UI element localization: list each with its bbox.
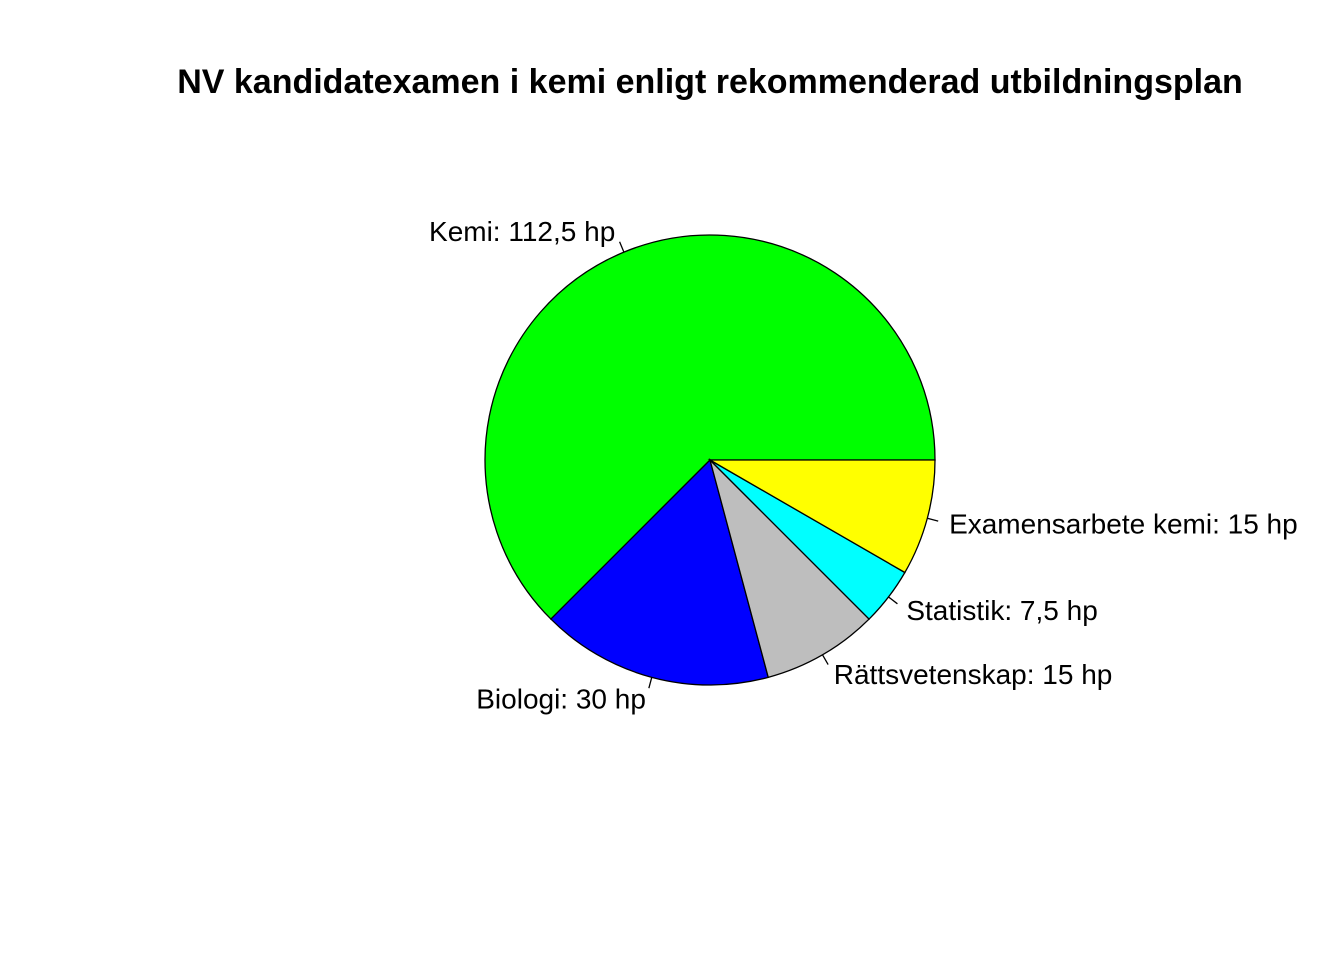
pie-slice-biologi <box>549 458 770 686</box>
pie-slice-rattsvetenskap <box>708 457 871 679</box>
pie-label-rattsvetenskap: Rättsvetenskap: 15 hp <box>834 659 1113 690</box>
pie-label-tick-rattsvetenskap <box>821 654 829 665</box>
pie-label-tick-kemi <box>618 241 625 253</box>
pie-label-examensarbete-kemi: Examensarbete kemi: 15 hp <box>949 509 1298 540</box>
pie-label-tick-statistik <box>888 596 898 605</box>
pie-label-tick-biologi <box>648 677 653 689</box>
chart-title: NV kandidatexamen i kemi enligt rekommen… <box>177 63 1243 101</box>
pie-labels: Kemi: 112,5 hp Biologi: 30 hp Rättsvetensk… <box>429 216 1298 715</box>
pie-label-biologi: Biologi: 30 hp <box>476 684 646 715</box>
pie-slice-kemi <box>484 234 936 621</box>
pie-slices <box>484 234 936 686</box>
pie-label-kemi: Kemi: 112,5 hp <box>429 216 615 247</box>
pie-label-statistik: Statistik: 7,5 hp <box>906 595 1097 626</box>
pie-label-tick-examensarbete-kemi <box>927 517 939 522</box>
